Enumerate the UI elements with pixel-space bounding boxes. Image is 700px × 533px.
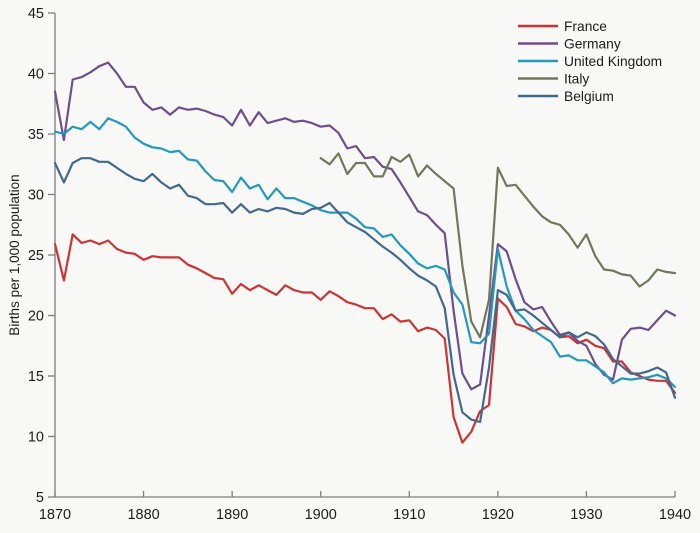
line-united-kingdom [53,117,677,388]
y-tick-label: 25 [28,248,44,264]
legend: France Germany United Kingdom Italy Belgium [518,19,662,104]
axes: 5 10 15 20 25 30 35 40 45 1870 1880 1890 1900 1910 192… [28,6,691,523]
y-tick-label: 20 [28,309,44,325]
legend-item-germany: Germany [518,36,621,51]
y-tick-label: 10 [28,430,44,446]
y-axis-title: Births per 1,000 population [7,174,22,335]
x-tick-label: 1930 [570,507,602,523]
legend-label-belgium: Belgium [564,89,614,104]
legend-label-italy: Italy [564,71,589,86]
x-tick-label: 1870 [39,507,71,523]
legend-item-belgium: Belgium [518,89,614,104]
line-italy [319,152,677,339]
x-tick-label: 1880 [127,507,159,523]
series-lines [53,61,677,444]
legend-item-united-kingdom: United Kingdom [518,54,662,69]
x-tick-label: 1900 [305,507,337,523]
x-tick-label: 1910 [393,507,425,523]
y-tick-label: 35 [28,127,44,143]
legend-label-france: France [564,19,607,34]
x-tick-label: 1940 [659,507,691,523]
y-tick-label: 45 [28,6,44,22]
y-tick-label: 5 [36,490,44,506]
legend-label-united-kingdom: United Kingdom [564,54,662,69]
x-tick-label: 1920 [482,507,514,523]
line-belgium [53,157,677,424]
legend-label-germany: Germany [564,36,621,51]
x-tick-label: 1890 [216,507,248,523]
line-france [53,233,677,444]
y-tick-label: 40 [28,67,44,83]
legend-item-italy: Italy [518,71,589,86]
y-tick-label: 15 [28,369,44,385]
y-tick-label: 30 [28,188,44,204]
legend-item-france: France [518,19,607,34]
